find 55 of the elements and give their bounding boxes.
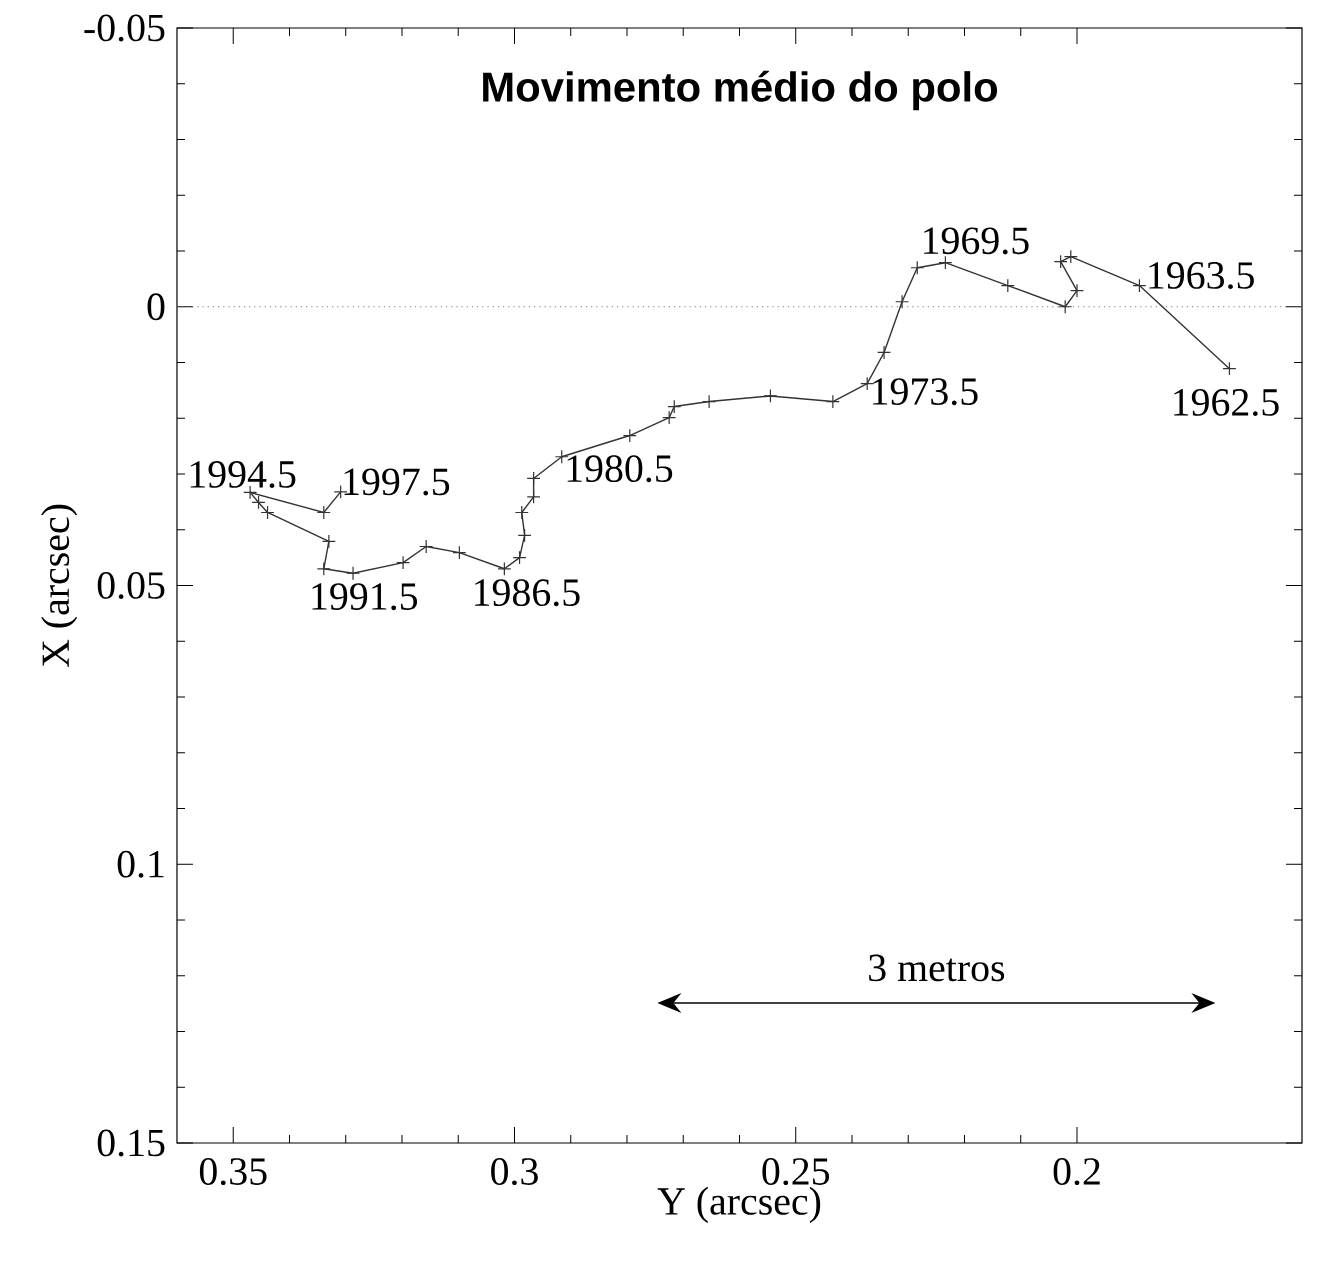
- y-tick-label: 0.05: [97, 571, 165, 600]
- point: [512, 550, 527, 565]
- point: [526, 489, 541, 504]
- annotation: 1980.5: [567, 455, 673, 483]
- annotation: 1994.5: [190, 461, 296, 489]
- point: [554, 449, 569, 464]
- y-axis-title: X (arcsec): [41, 504, 78, 668]
- annotation: 1997.5: [344, 468, 450, 496]
- point: [938, 255, 953, 270]
- point: [910, 260, 925, 275]
- point: [622, 428, 637, 443]
- annotation: 1986.5: [475, 579, 580, 607]
- point: [1053, 254, 1068, 269]
- annotation: 1963.5: [1149, 262, 1254, 290]
- point: [1222, 361, 1237, 376]
- point: [1132, 278, 1147, 293]
- point: [396, 555, 411, 570]
- point: [667, 399, 682, 414]
- point: [1069, 283, 1084, 298]
- text: Movimento médio do polo: [483, 70, 998, 111]
- y-tick-label: 0.1: [117, 850, 164, 878]
- x-tick-label: 0.35: [199, 1158, 267, 1186]
- point: [895, 294, 910, 309]
- x-tick-label: 0.25: [762, 1158, 830, 1186]
- point: [514, 505, 529, 520]
- y-tick-label: 0.15: [97, 1129, 165, 1157]
- point: [497, 561, 512, 576]
- point: [877, 345, 892, 360]
- annotation: 1962.5: [1174, 389, 1279, 416]
- point: [419, 539, 434, 554]
- point: [517, 528, 532, 543]
- y-tick-label: -0.05: [84, 14, 165, 42]
- y-tick-label: 0: [147, 293, 165, 321]
- x-tick-label: 0.3: [491, 1158, 538, 1186]
- annotation: 1991.5: [312, 583, 418, 611]
- annotation: 1969.5: [924, 227, 1029, 255]
- point: [825, 394, 840, 409]
- point: [316, 505, 331, 520]
- point: [763, 388, 778, 403]
- point: [526, 471, 541, 486]
- x-axis-title: Y (arcsec): [657, 1186, 821, 1223]
- point: [346, 566, 361, 581]
- point: [1063, 249, 1078, 264]
- annotation: 3 metros: [869, 954, 1005, 982]
- point: [316, 561, 331, 576]
- point: [662, 410, 677, 425]
- x-tick-label: 0.2: [1053, 1158, 1100, 1186]
- annotation: 1973.5: [873, 378, 978, 406]
- point: [1000, 278, 1015, 293]
- point: [702, 394, 717, 409]
- point: [251, 495, 266, 510]
- point: [260, 505, 275, 520]
- point: [452, 545, 467, 560]
- point: [321, 534, 336, 549]
- point: [1058, 299, 1073, 314]
